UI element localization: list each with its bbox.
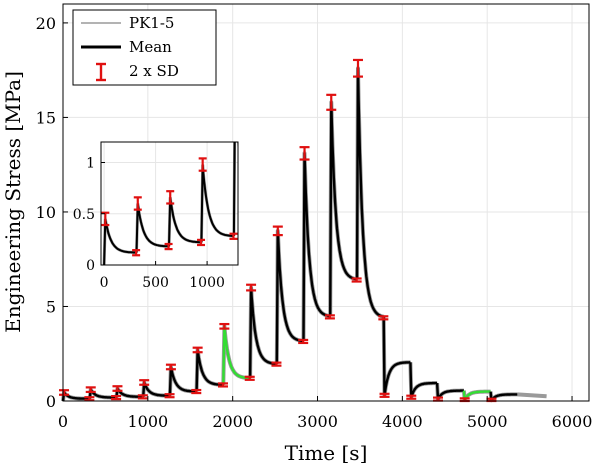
main-y-ticks: 0 5 10 15 20 [36, 14, 68, 411]
y-tick-label: 0 [46, 392, 56, 411]
mean-segment-11 [355, 67, 385, 318]
errorbar-peak-8 [272, 225, 283, 237]
inset-y-tick-label: 0 [86, 258, 95, 274]
y-axis-title: Engineering Stress [MPa] [1, 71, 25, 333]
inset-errorbar-peak-0 [101, 211, 110, 227]
legend-label-sd: 2 x SD [129, 62, 179, 80]
inset-y-tick-label: 0.5 [73, 207, 95, 223]
inset-errorbar-relaxed-0 [132, 249, 141, 257]
mean-segment-2 [115, 387, 144, 398]
errorbar-peak-11 [352, 58, 363, 78]
inset-mean-2 [168, 197, 202, 247]
mean-segment-15 [462, 390, 492, 402]
errorbar-peak-4 [165, 363, 176, 371]
y-tick-label: 15 [36, 108, 56, 127]
main-errorbars [59, 58, 497, 403]
errorbar-relaxed-2 [137, 394, 148, 400]
inset-y-tick-label: 1 [86, 156, 95, 172]
errorbar-unload-0 [379, 392, 390, 398]
mean-segment-14 [435, 383, 465, 401]
inset-mean-3 [200, 164, 234, 243]
errorbar-relaxed-0 [84, 396, 95, 402]
mean-segment-13 [409, 362, 438, 399]
main-plot-frame [62, 3, 590, 402]
errorbar-peak-10 [326, 93, 337, 111]
inset-x-tick-label: 1000 [189, 275, 225, 291]
errorbar-peak-9 [299, 146, 310, 161]
errorbar-peak-6 [219, 322, 230, 330]
y-tick-label: 20 [36, 14, 56, 33]
x-tick-label: 5000 [467, 412, 508, 431]
errorbar-relaxed-4 [191, 388, 202, 395]
legend-label-samples: PK1-5 [129, 14, 174, 32]
errorbar-peak-0 [59, 389, 70, 396]
errorbar-relaxed-3 [164, 393, 175, 399]
errorbar-unload-1 [406, 394, 417, 400]
inset-x-ticks: 0 500 1000 [100, 261, 225, 291]
legend-swatch-sd [96, 62, 106, 82]
inset-frame [100, 141, 239, 266]
samples-band-17 [517, 392, 547, 399]
errorbar-peak-5 [192, 346, 203, 354]
inset-x-tick-label: 500 [142, 275, 169, 291]
inset-errorbar-relaxed-1 [164, 242, 173, 251]
inset-errorbar-peak-3 [198, 157, 207, 172]
inset-errorbars [101, 157, 238, 257]
errorbar-relaxed-5 [218, 382, 229, 388]
mean-segment-16 [489, 391, 518, 402]
legend: PK1-5 Mean 2 x SD [72, 9, 217, 86]
legend-label-mean: Mean [129, 38, 172, 56]
x-axis-title: Time [s] [285, 441, 368, 465]
inset-mean-0 [103, 218, 137, 265]
y-tick-label: 10 [36, 203, 56, 222]
inset-mean-1 [135, 203, 170, 253]
errorbar-peak-2 [112, 385, 123, 392]
x-tick-label: 6000 [552, 412, 593, 431]
errorbar-relaxed-7 [271, 361, 282, 367]
errorbar-peak-3 [139, 379, 150, 386]
inset-errorbar-peak-1 [133, 196, 142, 211]
inset-errorbar-relaxed-2 [197, 238, 206, 247]
mean-segment-1 [88, 388, 117, 399]
mean-segment-0 [61, 391, 91, 402]
x-tick-label: 4000 [382, 412, 423, 431]
inset-y-ticks: 00.51 [73, 156, 105, 274]
inset-errorbar-peak-2 [166, 190, 175, 205]
errorbar-relaxed-8 [298, 338, 309, 345]
inset-errorbar-relaxed-3 [229, 232, 238, 240]
mean-segment-12 [382, 316, 411, 397]
mean-segment-4 [168, 365, 198, 396]
errorbar-relaxed-1 [111, 394, 122, 401]
inset-x-tick-label: 0 [100, 275, 109, 291]
errorbar-peak-7 [246, 283, 257, 292]
errorbar-relaxed-6 [244, 375, 255, 381]
inset-series [102, 142, 238, 265]
errorbar-relaxed-11 [378, 315, 389, 321]
x-tick-label: 2000 [212, 412, 253, 431]
main-x-ticks: 0 1000 2000 3000 4000 5000 6000 [58, 396, 592, 431]
x-tick-label: 0 [58, 412, 68, 431]
x-tick-label: 1000 [127, 412, 168, 431]
errorbar-relaxed-10 [351, 277, 362, 283]
errorbar-relaxed-9 [324, 314, 335, 320]
mean-segment-5 [195, 348, 224, 392]
x-tick-label: 3000 [297, 412, 338, 431]
mean-segment-3 [142, 381, 171, 397]
errorbar-peak-1 [85, 386, 96, 394]
y-tick-label: 5 [46, 297, 56, 316]
